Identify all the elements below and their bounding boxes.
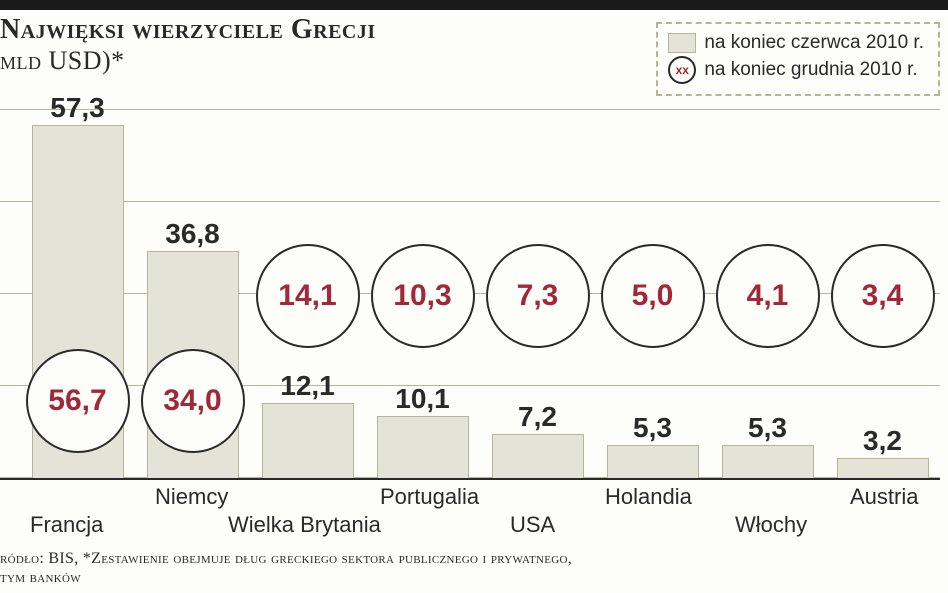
bar-value-label: 5,3 — [748, 412, 787, 444]
footnote: ródło: BIS, *Zestawienie obejmuje dług g… — [0, 549, 948, 587]
x-axis-label: Wielka Brytania — [228, 512, 381, 538]
footnote-line2: tym banków — [0, 569, 81, 586]
chart-title: Najwięksi wierzyciele Grecji — [0, 14, 376, 46]
footnote-line1: ródło: BIS, *Zestawienie obejmuje dług g… — [0, 550, 572, 567]
circle-value-label: 14,1 — [278, 279, 336, 313]
circle-value-label: 4,1 — [747, 279, 789, 313]
circle-value: 4,1 — [716, 244, 820, 348]
bar-value-label: 36,8 — [165, 218, 220, 250]
x-axis-labels: Francja NiemcyWielka BrytaniaPortugalia US… — [20, 484, 940, 544]
circle-value-label: 3,4 — [862, 279, 904, 313]
circle-value: 7,3 — [486, 244, 590, 348]
circle-value: 5,0 — [601, 244, 705, 348]
bar-group: 5,34,1 — [712, 445, 824, 478]
bar: 12,1 — [262, 403, 354, 478]
chart-subtitle: mld USD)* — [0, 46, 376, 76]
circle-value: 3,4 — [831, 244, 935, 348]
legend-row-circle: xx na koniec grudnia 2010 r. — [668, 56, 924, 84]
circle-value: 14,1 — [256, 244, 360, 348]
legend-bar-swatch — [668, 33, 696, 53]
bar: 7,2 — [492, 434, 584, 478]
bar-value-label: 3,2 — [863, 425, 902, 457]
circle-value: 56,7 — [26, 349, 130, 453]
bar-value-label: 57,3 — [50, 92, 105, 124]
x-axis-label: Portugalia — [380, 484, 479, 510]
x-axis-label: Francja — [30, 512, 103, 538]
bar: 3,2 — [837, 458, 929, 478]
legend-circle-placeholder: xx — [676, 63, 689, 77]
x-axis-label: Holandia — [605, 484, 692, 510]
legend-bar-label: na koniec czerwca 2010 r. — [704, 32, 924, 54]
chart-container: Najwięksi wierzyciele Grecji mld USD)* n… — [0, 0, 948, 593]
circle-value-label: 7,3 — [517, 279, 559, 313]
title-block: Najwięksi wierzyciele Grecji mld USD)* — [0, 14, 376, 76]
bar: 5,3 — [607, 445, 699, 478]
header-bar — [0, 0, 948, 10]
circle-value-label: 56,7 — [48, 384, 106, 418]
bar-group: 10,110,3 — [367, 416, 479, 478]
x-axis-label: Niemcy — [155, 484, 228, 510]
circle-value-label: 34,0 — [163, 384, 221, 418]
bar-value-label: 5,3 — [633, 412, 672, 444]
bar-value-label: 12,1 — [280, 370, 335, 402]
legend: na koniec czerwca 2010 r. xx na koniec g… — [656, 22, 940, 96]
circle-value-label: 5,0 — [632, 279, 674, 313]
bar-group: 57,356,7 — [22, 125, 134, 478]
bar-value-label: 7,2 — [518, 401, 557, 433]
bars-container: 57,356,736,834,012,114,110,110,37,27,35,… — [20, 110, 940, 478]
legend-row-bar: na koniec czerwca 2010 r. — [668, 32, 924, 54]
legend-circle-swatch: xx — [668, 56, 696, 84]
bar: 5,3 — [722, 445, 814, 478]
bar-group: 7,27,3 — [482, 434, 594, 478]
bar-group: 3,23,4 — [827, 458, 939, 478]
legend-circle-label: na koniec grudnia 2010 r. — [704, 59, 917, 81]
x-axis-label: Włochy — [735, 512, 807, 538]
circle-value-label: 10,3 — [393, 279, 451, 313]
x-axis-label: Austria — [850, 484, 918, 510]
bar-group: 5,35,0 — [597, 445, 709, 478]
bar-group: 12,114,1 — [252, 403, 364, 478]
bar: 10,1 — [377, 416, 469, 478]
bar-value-label: 10,1 — [395, 383, 450, 415]
x-axis-label: USA — [510, 512, 555, 538]
circle-value: 34,0 — [141, 349, 245, 453]
bar-group: 36,834,0 — [137, 251, 249, 478]
chart-area: 57,356,736,834,012,114,110,110,37,27,35,… — [0, 110, 940, 480]
circle-value: 10,3 — [371, 244, 475, 348]
